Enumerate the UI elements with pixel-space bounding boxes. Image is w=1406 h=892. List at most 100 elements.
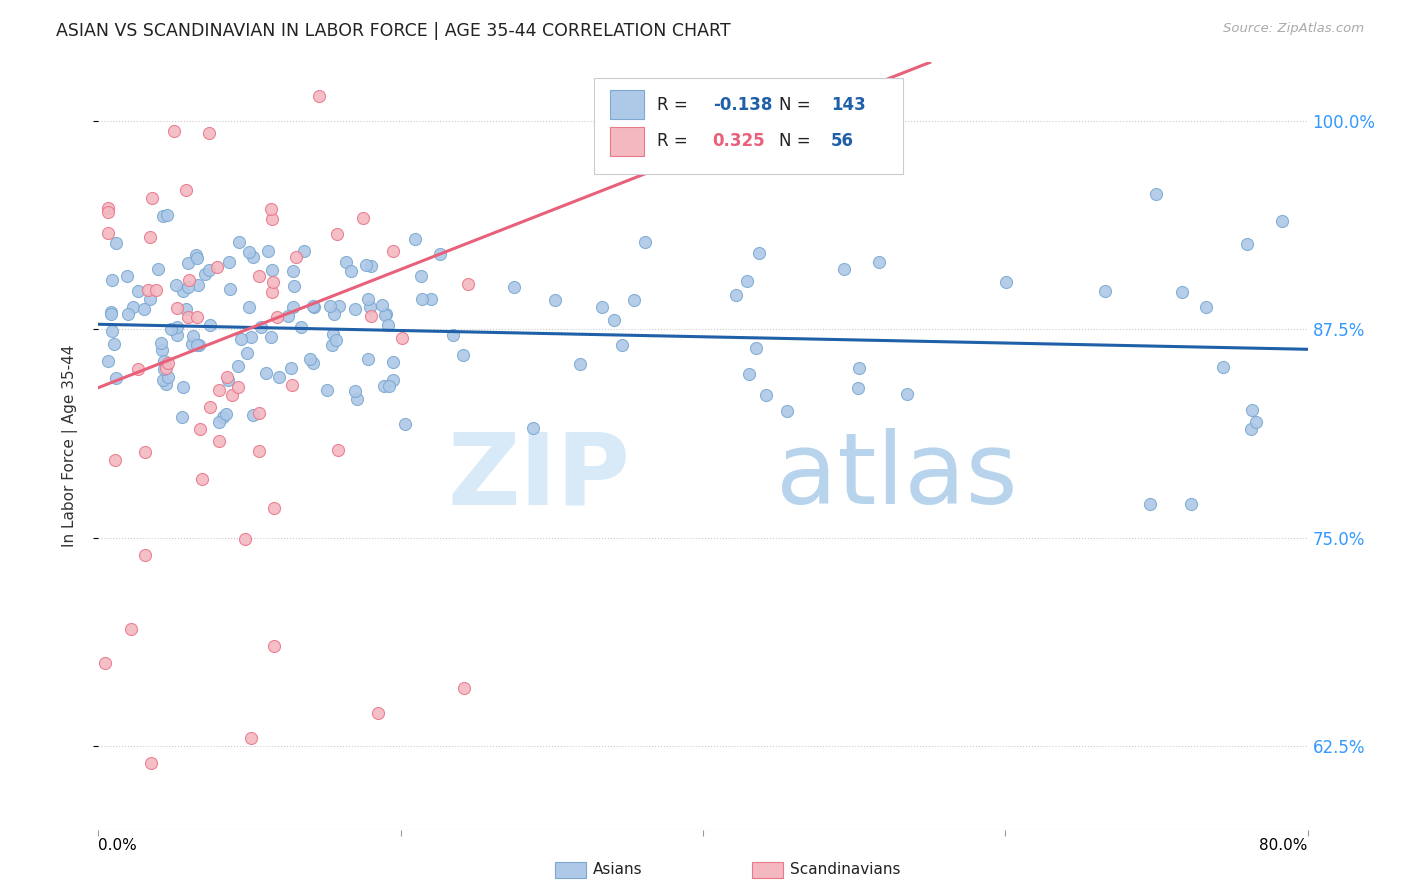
Point <box>263 639 285 653</box>
Point <box>569 357 592 371</box>
Point <box>100 305 122 319</box>
Point <box>429 247 451 261</box>
Point <box>378 379 401 393</box>
Text: N =: N = <box>779 95 815 113</box>
Point <box>308 89 330 103</box>
Point <box>172 284 194 298</box>
Point <box>155 360 177 375</box>
Point <box>360 259 382 273</box>
Text: 0.0%: 0.0% <box>98 838 138 853</box>
Point <box>236 345 259 359</box>
Point <box>352 211 374 226</box>
Point <box>725 288 748 302</box>
Point <box>166 320 188 334</box>
Point <box>97 204 120 219</box>
Point <box>152 361 174 376</box>
Point <box>250 320 273 334</box>
Point <box>228 235 250 249</box>
Point <box>846 381 869 395</box>
Point <box>281 300 304 314</box>
Point <box>145 284 167 298</box>
Point <box>1171 285 1194 300</box>
Text: Scandinavians: Scandinavians <box>790 863 901 877</box>
Point <box>315 383 337 397</box>
Point <box>165 277 187 292</box>
Point <box>249 406 271 420</box>
Text: 80.0%: 80.0% <box>1260 838 1308 853</box>
Point <box>326 443 349 458</box>
Point <box>208 434 231 448</box>
Point <box>375 307 398 321</box>
Point <box>166 327 188 342</box>
Point <box>226 359 249 373</box>
Point <box>304 300 326 314</box>
Point <box>186 251 208 265</box>
Point <box>748 246 770 260</box>
Point <box>280 361 302 376</box>
Point <box>281 264 304 278</box>
Point <box>163 124 186 138</box>
Point <box>120 623 142 637</box>
Point <box>134 445 156 459</box>
Point <box>411 293 433 307</box>
Point <box>197 263 219 277</box>
Point <box>200 318 222 333</box>
Point <box>177 310 200 325</box>
Point <box>1236 236 1258 251</box>
Point <box>367 706 389 720</box>
Point <box>321 338 343 352</box>
Point <box>377 318 399 332</box>
Point <box>832 261 855 276</box>
Point <box>290 320 312 334</box>
Point <box>1139 497 1161 511</box>
Point <box>187 278 209 293</box>
Y-axis label: In Labor Force | Age 35-44: In Labor Force | Age 35-44 <box>62 345 77 547</box>
Point <box>152 373 174 387</box>
Point <box>136 283 159 297</box>
Point <box>623 293 645 307</box>
Point <box>97 354 120 368</box>
Text: atlas: atlas <box>776 428 1017 525</box>
Point <box>160 322 183 336</box>
Point <box>344 384 367 398</box>
Point <box>868 255 890 269</box>
Point <box>226 379 249 393</box>
Point <box>280 378 302 392</box>
Point <box>738 367 761 381</box>
Point <box>292 244 315 258</box>
Point <box>155 377 177 392</box>
Point <box>104 452 127 467</box>
Point <box>453 681 475 695</box>
Point <box>141 191 163 205</box>
Point <box>357 351 380 366</box>
Point <box>148 262 170 277</box>
Point <box>735 274 758 288</box>
Point <box>391 331 413 345</box>
Text: R =: R = <box>657 95 693 113</box>
Point <box>344 301 367 316</box>
Point <box>441 328 464 343</box>
Point <box>156 209 179 223</box>
Point <box>359 300 381 314</box>
Point <box>603 313 626 327</box>
Point <box>233 532 256 546</box>
Point <box>127 285 149 299</box>
Point <box>360 309 382 323</box>
Point <box>215 370 238 384</box>
Point <box>325 333 347 347</box>
Point <box>381 372 404 386</box>
Point <box>610 338 633 352</box>
Point <box>284 250 307 264</box>
Point <box>208 383 231 397</box>
Point <box>283 278 305 293</box>
Point <box>277 310 299 324</box>
Point <box>172 410 194 425</box>
Point <box>302 299 325 313</box>
Point <box>176 302 198 317</box>
Point <box>260 212 283 227</box>
Point <box>335 254 357 268</box>
Point <box>115 269 138 284</box>
Point <box>127 361 149 376</box>
Point <box>591 301 613 315</box>
Point <box>122 300 145 314</box>
